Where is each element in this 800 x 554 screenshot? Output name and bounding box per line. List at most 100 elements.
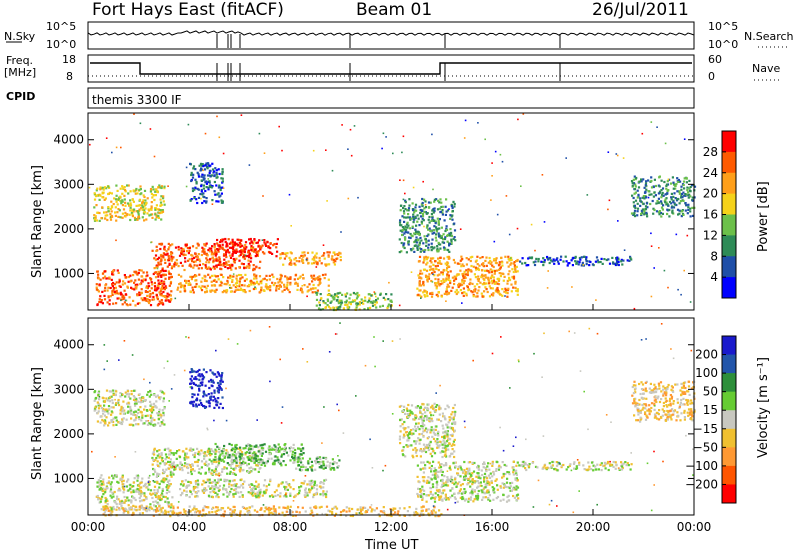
power-cell (408, 198, 411, 201)
power-cell (161, 254, 164, 257)
power-cell (221, 186, 224, 189)
velocity-cell (202, 513, 205, 516)
velocity-cell (278, 446, 281, 449)
power-colorbar-segment (722, 193, 736, 215)
power-cell (308, 283, 311, 286)
power-cell (634, 185, 637, 188)
velocity-cell (302, 447, 305, 450)
power-noise-cell (133, 113, 135, 115)
power-cell (337, 300, 340, 303)
power-cell (129, 209, 132, 212)
power-cell (506, 282, 509, 285)
power-cell (185, 250, 189, 253)
power-cell (444, 279, 447, 282)
power-noise-cell (219, 284, 222, 286)
velocity-cell (159, 507, 162, 510)
power-cell (302, 277, 305, 280)
velocity-cell (257, 446, 260, 449)
power-cell (191, 176, 195, 179)
power-noise-cell (461, 302, 463, 304)
power-cell (197, 173, 200, 176)
power-cell (447, 278, 450, 281)
velocity-cell (249, 448, 252, 451)
power-noise-cell (263, 152, 266, 154)
power-cell (252, 281, 255, 284)
power-cell (168, 277, 171, 280)
power-cell (489, 277, 492, 280)
power-cell (95, 283, 98, 286)
velocity-cell (240, 454, 243, 457)
velocity-cell (221, 450, 224, 453)
power-cell (680, 188, 683, 191)
nsearch-tick-bottom: 10^0 (708, 38, 739, 51)
power-cell (457, 291, 460, 294)
power-cell (121, 185, 124, 188)
power-cell (223, 249, 226, 252)
power-cell (160, 292, 163, 295)
velocity-cell (211, 507, 214, 510)
velocity-cell (212, 506, 215, 509)
power-cell (508, 259, 511, 262)
velocity-cell (209, 398, 212, 401)
power-cell (251, 241, 254, 244)
power-cell (506, 289, 510, 292)
velocity-cell (311, 480, 314, 483)
velocity-cell (128, 487, 132, 490)
velocity-cell (141, 414, 144, 417)
power-cell (162, 252, 165, 255)
power-cell (689, 207, 692, 210)
power-cell (617, 263, 620, 267)
power-cell (213, 190, 216, 193)
power-cell (183, 287, 186, 290)
velocity-cell (175, 512, 178, 515)
power-noise-cell (663, 269, 666, 272)
velocity-cell (110, 420, 113, 423)
velocity-cell (135, 423, 138, 426)
velocity-cell (318, 462, 321, 465)
power-cell (156, 208, 159, 211)
velocity-cell (310, 487, 314, 490)
velocity-cell (314, 492, 317, 495)
velocity-cell (211, 489, 214, 492)
velocity-cell (222, 488, 225, 491)
power-cell (215, 253, 218, 256)
power-cell (620, 258, 623, 261)
power-cell (160, 299, 163, 302)
power-cell (108, 299, 111, 302)
power-cell (475, 259, 478, 262)
velocity-cell (256, 510, 259, 513)
velocity-cell (144, 496, 148, 499)
power-cell (662, 204, 665, 207)
power-cell (546, 257, 549, 260)
power-cell (111, 283, 114, 286)
power-cell (420, 248, 423, 251)
velocity-cell (115, 402, 118, 405)
power-cell (104, 217, 107, 220)
velocity-cell (158, 456, 161, 459)
power-cell (248, 256, 251, 259)
power-cell (630, 258, 633, 261)
power-cell (431, 216, 434, 219)
power-noise-cell (675, 233, 678, 236)
velocity-cell (251, 452, 254, 455)
power-cell (362, 299, 365, 302)
power-cell (196, 171, 199, 174)
power-cell (220, 199, 223, 202)
velocity-cell (109, 511, 112, 514)
velocity-cell (259, 458, 262, 461)
velocity-cell (190, 382, 193, 385)
velocity-cell (213, 450, 216, 454)
power-cell (581, 261, 584, 264)
velocity-cell (161, 409, 164, 412)
power-cell (221, 238, 224, 241)
power-cell (307, 289, 310, 292)
freq-tick-bottom: 8 (66, 70, 73, 83)
power-cell (616, 256, 619, 259)
velocity-cell (158, 465, 161, 468)
power-cell (405, 228, 408, 231)
power-cell (643, 213, 646, 216)
velocity-cell (114, 393, 117, 397)
power-cell (413, 217, 416, 220)
power-cell (151, 249, 154, 252)
velocity-cell (238, 465, 241, 468)
